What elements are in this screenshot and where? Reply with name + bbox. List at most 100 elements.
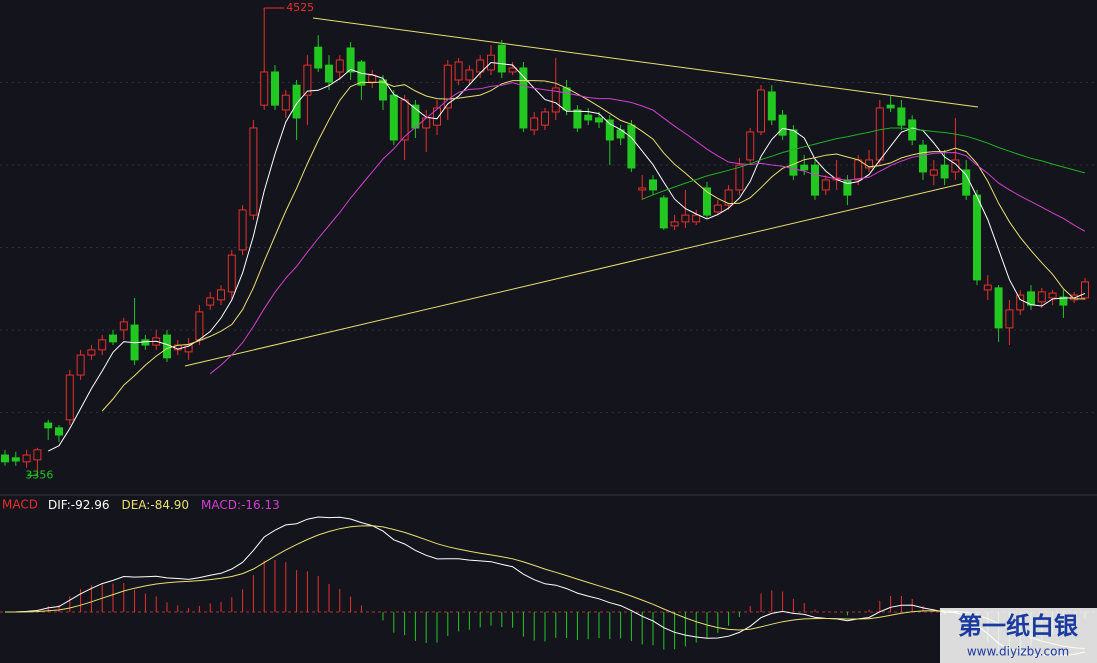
candle-body bbox=[692, 214, 701, 223]
candle-body bbox=[854, 159, 863, 181]
candle-body bbox=[973, 194, 981, 281]
candle-body bbox=[562, 87, 571, 111]
dea-line bbox=[5, 525, 1086, 650]
candle-body bbox=[76, 354, 85, 376]
candle-body bbox=[659, 197, 668, 229]
candle-body bbox=[649, 179, 657, 191]
candle-body bbox=[271, 71, 279, 106]
macd-title: MACD bbox=[2, 498, 38, 512]
candle-body bbox=[800, 164, 809, 171]
macd-legend-item: MACD:-16.13 bbox=[201, 498, 280, 512]
candle-body bbox=[541, 111, 549, 126]
candle-body bbox=[346, 47, 355, 73]
candle-body bbox=[303, 64, 312, 96]
candle-body bbox=[573, 109, 582, 129]
candle-body bbox=[217, 289, 225, 301]
candle-body bbox=[703, 187, 711, 216]
candle-body bbox=[119, 321, 128, 331]
candle-body bbox=[260, 71, 269, 106]
candle-body bbox=[55, 427, 63, 436]
candle-body bbox=[595, 117, 603, 123]
candle-body bbox=[476, 59, 485, 73]
price-panel: 4525 3356 bbox=[1, 1, 1089, 481]
candle-body bbox=[454, 61, 463, 81]
candle-body bbox=[519, 67, 528, 129]
candle-body bbox=[994, 287, 1003, 329]
candle-body bbox=[778, 114, 787, 136]
moving-average bbox=[642, 127, 1086, 200]
candle-body bbox=[163, 334, 171, 359]
macd-legend-item: DIF:-92.96 bbox=[48, 498, 109, 512]
candle-body bbox=[530, 117, 539, 131]
macd-legend-item: DEA:-84.90 bbox=[121, 498, 189, 512]
candle-body bbox=[33, 449, 42, 461]
candle-body bbox=[919, 144, 927, 173]
candle-body bbox=[724, 189, 733, 206]
candle-body bbox=[281, 94, 290, 111]
candle-body bbox=[1016, 294, 1025, 311]
candle-body bbox=[757, 89, 765, 133]
candle-body bbox=[605, 119, 614, 141]
candle-body bbox=[767, 91, 776, 121]
dif-line bbox=[4, 516, 1086, 656]
moving-average bbox=[209, 82, 1086, 375]
candle-body bbox=[65, 374, 74, 421]
candle-body bbox=[325, 64, 333, 83]
candle-body bbox=[886, 104, 895, 109]
legend-value: -92.96 bbox=[71, 498, 110, 512]
watermark-text: 第一纸白银 bbox=[958, 612, 1079, 640]
candle-body bbox=[433, 107, 441, 126]
candle-body bbox=[1, 454, 9, 463]
candle-body bbox=[141, 339, 150, 346]
candle-body bbox=[983, 284, 992, 291]
candle-body bbox=[109, 334, 117, 343]
candle-body bbox=[713, 204, 722, 213]
trend-line-lower bbox=[184, 182, 966, 367]
candle-body bbox=[670, 221, 679, 227]
candle-body bbox=[811, 164, 819, 196]
candle-body bbox=[1037, 291, 1046, 303]
high-marker bbox=[263, 7, 285, 10]
candle-body bbox=[227, 254, 236, 293]
candle-body bbox=[195, 311, 204, 341]
candle-body bbox=[627, 124, 636, 169]
candle-body bbox=[897, 107, 906, 126]
candle-body bbox=[292, 84, 301, 119]
candle-body bbox=[940, 164, 949, 179]
candle-body bbox=[865, 159, 873, 169]
candle-body bbox=[314, 46, 323, 69]
candle-body bbox=[1059, 296, 1068, 306]
legend-name: DEA: bbox=[121, 498, 150, 512]
candle-body bbox=[184, 344, 193, 353]
watermark-url: www.diyizby.com bbox=[967, 645, 1069, 659]
candle-body bbox=[11, 457, 20, 462]
candle-body bbox=[508, 67, 517, 73]
legend-value: -84.90 bbox=[150, 498, 189, 512]
macd-legend: DIF:-92.96 DEA:-84.90 MACD:-16.13 bbox=[48, 498, 280, 512]
candle-body bbox=[379, 79, 387, 101]
legend-name: MACD: bbox=[201, 498, 241, 512]
legend-name: DIF: bbox=[48, 498, 71, 512]
candle-body bbox=[249, 127, 258, 216]
candle-body bbox=[735, 164, 744, 191]
moving-average bbox=[47, 61, 1086, 452]
candle-body bbox=[962, 169, 971, 196]
moving-average bbox=[101, 80, 1086, 412]
candle-body bbox=[746, 131, 755, 161]
candle-body bbox=[1081, 281, 1089, 299]
candle-body bbox=[443, 64, 452, 109]
candle-body bbox=[497, 44, 506, 73]
watermark-box bbox=[940, 608, 1097, 663]
candle-body bbox=[22, 454, 31, 463]
candle-body bbox=[465, 69, 474, 81]
low-label: 3356 bbox=[25, 468, 53, 481]
candle-body bbox=[1048, 292, 1057, 299]
candle-body bbox=[821, 179, 830, 191]
candle-body bbox=[87, 349, 96, 356]
candle-body bbox=[929, 169, 938, 176]
candle-body bbox=[638, 187, 647, 191]
candle-body bbox=[238, 209, 247, 251]
